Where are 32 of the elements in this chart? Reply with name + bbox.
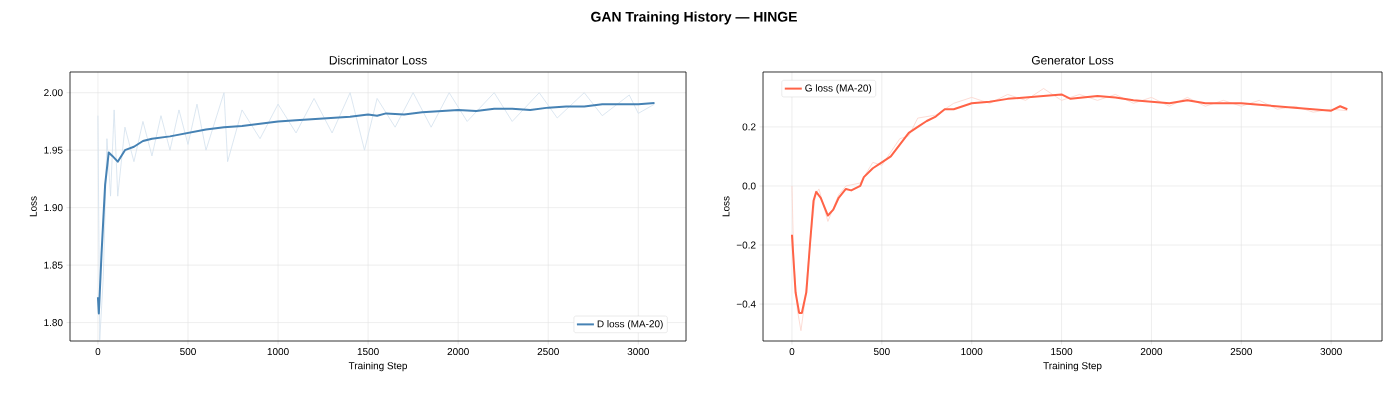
legend-label: D loss (MA-20): [597, 320, 663, 330]
chart-title: Generator Loss: [1031, 56, 1114, 65]
x-tick-label: 2500: [537, 348, 559, 356]
y-tick-label: 0.0: [742, 182, 756, 190]
x-tick-label: 3000: [1320, 348, 1342, 356]
x-tick-label: 2000: [447, 348, 469, 356]
legend-label: G loss (MA-20): [805, 84, 872, 94]
x-tick-label: 1500: [1051, 348, 1073, 356]
text: GAN Training History — HINGE: [591, 11, 797, 25]
x-tick-label: 1000: [961, 348, 983, 356]
y-tick-label: −0.4: [736, 300, 756, 308]
y-tick-label: 1.85: [44, 261, 63, 269]
y-tick-label: 1.80: [44, 319, 63, 327]
y-tick-label: 0.2: [742, 123, 756, 131]
x-axis-title: Training Step: [348, 361, 408, 372]
x-tick-label: 0: [95, 348, 101, 356]
x-tick-label: 0: [789, 348, 795, 356]
x-tick-label: 2500: [1230, 348, 1252, 356]
x-axis-title: Training Step: [1043, 361, 1102, 372]
y-tick-label: −0.2: [736, 241, 756, 249]
y-tick-label: 2.00: [44, 89, 63, 97]
y-tick-label: 1.90: [44, 204, 63, 212]
x-tick-label: 1500: [357, 348, 379, 356]
x-tick-label: 2000: [1140, 348, 1163, 356]
x-tick-label: 1000: [267, 348, 289, 356]
x-tick-label: 500: [180, 348, 196, 356]
chart-title: Discriminator Loss: [329, 55, 427, 65]
x-tick-label: 3000: [627, 348, 649, 356]
x-tick-label: 500: [873, 348, 890, 356]
y-tick-label: 1.95: [44, 146, 63, 154]
y-axis-title: Loss: [29, 196, 37, 217]
y-axis-title: Loss: [722, 196, 730, 217]
